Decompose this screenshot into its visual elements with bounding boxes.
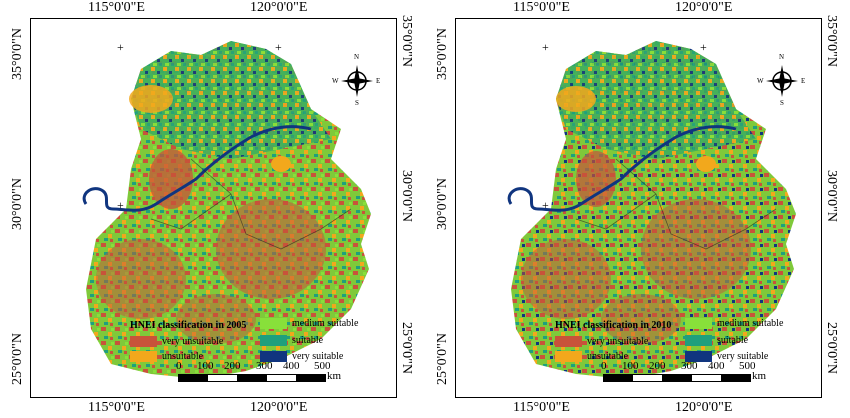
grid-cross: + (275, 40, 282, 54)
lon-label-bottom-120: 120°0'0"E (675, 400, 733, 415)
lon-label-bottom-115: 115°0'0"E (513, 400, 570, 415)
scale-bar (178, 374, 326, 382)
lat-label-right-30: 30°0'0"N (399, 170, 414, 222)
legend-item: very suitable (260, 351, 343, 362)
region-north (131, 41, 331, 159)
lat-label-right-30: 30°0'0"N (824, 170, 839, 222)
grid-cross: + (117, 40, 124, 54)
lon-label-top-120: 120°0'0"E (675, 0, 733, 15)
map-svg (507, 41, 796, 379)
river-yangtze (82, 125, 312, 212)
legend-title: HNEI classification in 2005 (130, 320, 247, 331)
lat-label-right-35: 35°0'0"N (399, 15, 414, 67)
legend: HNEI classification in 2005 very unsuita… (130, 298, 370, 388)
lat-label-left-25: 25°0'0"N (10, 333, 25, 385)
legend-item: very suitable (685, 351, 768, 362)
lat-label-right-35: 35°0'0"N (824, 15, 839, 67)
north-arrow-icon: N S W E (332, 53, 381, 107)
legend-item: very unsuitable (555, 336, 648, 347)
north-arrow-icon: N S W E (757, 53, 806, 107)
lat-label-left-30: 30°0'0"N (10, 178, 25, 230)
lat-label-right-25: 25°0'0"N (399, 322, 414, 374)
legend-item: medium suitable (260, 318, 358, 329)
grid-cross: + (700, 40, 707, 54)
legend-item: very unsuitable (130, 336, 223, 347)
map-frame: + + + N S W E (455, 18, 822, 398)
lon-label-top-115: 115°0'0"E (88, 0, 145, 15)
legend: HNEI classification in 2010 very unsuita… (555, 298, 795, 388)
lon-label-bottom-120: 120°0'0"E (250, 400, 308, 415)
lat-label-left-35: 35°0'0"N (10, 28, 25, 80)
scale-bar (603, 374, 751, 382)
map-panel-2010: 115°0'0"E 120°0'0"E 35°0'0"N 30°0'0"N 25… (435, 0, 839, 415)
legend-item: unsuitable (130, 351, 203, 362)
legend-item: unsuitable (555, 351, 628, 362)
scale-unit: km (327, 370, 342, 382)
legend-item: suitable (685, 335, 748, 346)
map-panel-2005: 115°0'0"E 120°0'0"E 35°0'0"N 30°0'0"N 25… (10, 0, 414, 415)
lon-label-top-120: 120°0'0"E (250, 0, 308, 15)
grid-cross: + (542, 198, 549, 212)
grid-cross: + (542, 40, 549, 54)
lon-label-bottom-115: 115°0'0"E (88, 400, 145, 415)
lat-label-left-30: 30°0'0"N (435, 178, 450, 230)
lat-label-right-25: 25°0'0"N (824, 322, 839, 374)
legend-title: HNEI classification in 2010 (555, 320, 672, 331)
legend-item: suitable (260, 335, 323, 346)
scale-unit: km (752, 370, 767, 382)
legend-item: medium suitable (685, 318, 783, 329)
region-north (556, 41, 756, 159)
lat-label-left-25: 25°0'0"N (435, 333, 450, 385)
lon-label-top-115: 115°0'0"E (513, 0, 570, 15)
river-yangtze (507, 125, 737, 212)
map-frame: + + + N S W E (30, 18, 397, 398)
lat-label-left-35: 35°0'0"N (435, 28, 450, 80)
grid-cross: + (117, 198, 124, 212)
map-svg (82, 41, 371, 379)
